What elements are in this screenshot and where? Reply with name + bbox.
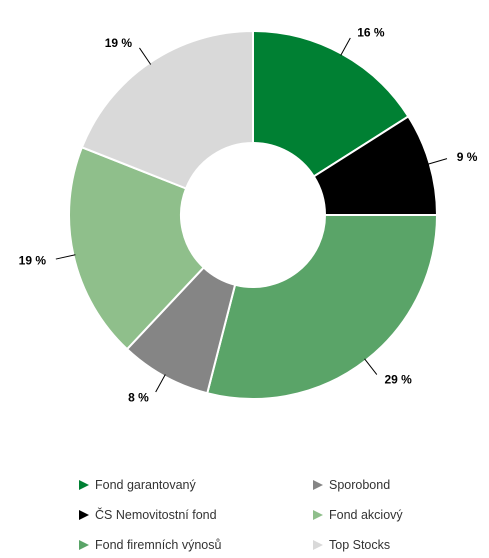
data-label: 29 % bbox=[384, 372, 412, 386]
data-label: 8 % bbox=[128, 390, 149, 404]
data-label: 19 % bbox=[105, 36, 133, 50]
leader-line bbox=[55, 254, 76, 260]
legend-marker-icon bbox=[313, 510, 323, 520]
legend-item-top-stocks: Top Stocks bbox=[313, 538, 390, 552]
legend-item-sporobond: Sporobond bbox=[313, 478, 390, 492]
leader-line bbox=[139, 47, 152, 65]
legend-label: Top Stocks bbox=[329, 538, 391, 552]
legend-label: Fond firemních výnosů bbox=[95, 538, 222, 552]
slice-6 bbox=[80, 29, 254, 190]
legend-item-fond-garantovany: Fond garantovaný bbox=[79, 478, 196, 492]
data-label: 9 % bbox=[457, 150, 478, 164]
legend-marker-icon bbox=[79, 540, 89, 550]
legend-marker-icon bbox=[79, 480, 89, 490]
legend-marker-icon bbox=[313, 540, 323, 550]
legend-label: Sporobond bbox=[329, 478, 391, 492]
data-label: 16 % bbox=[357, 26, 385, 40]
legend-item-cs-nemovitostni-fond: ČS Nemovitostní fond bbox=[79, 508, 217, 522]
donut-chart: 16 % 9 % 29 % 8 % 19 % 19 % bbox=[19, 26, 478, 405]
legend-marker-icon bbox=[313, 480, 323, 490]
leader-line bbox=[340, 37, 351, 56]
legend-marker-icon bbox=[79, 510, 89, 520]
legend-label: Fond garantovaný bbox=[95, 478, 196, 492]
leader-line bbox=[427, 158, 448, 165]
slice-5 bbox=[68, 145, 206, 351]
legend-item-fond-firemnich-vynosu: Fond firemních výnosů bbox=[79, 538, 221, 552]
leader-line bbox=[364, 358, 378, 375]
leader-line bbox=[155, 374, 166, 393]
legend-label: ČS Nemovitostní fond bbox=[95, 508, 217, 522]
slice-3 bbox=[206, 214, 439, 400]
legend-item-fond-akciovy: Fond akciový bbox=[313, 508, 403, 522]
data-label: 19 % bbox=[19, 253, 47, 267]
legend-label: Fond akciový bbox=[329, 508, 403, 522]
